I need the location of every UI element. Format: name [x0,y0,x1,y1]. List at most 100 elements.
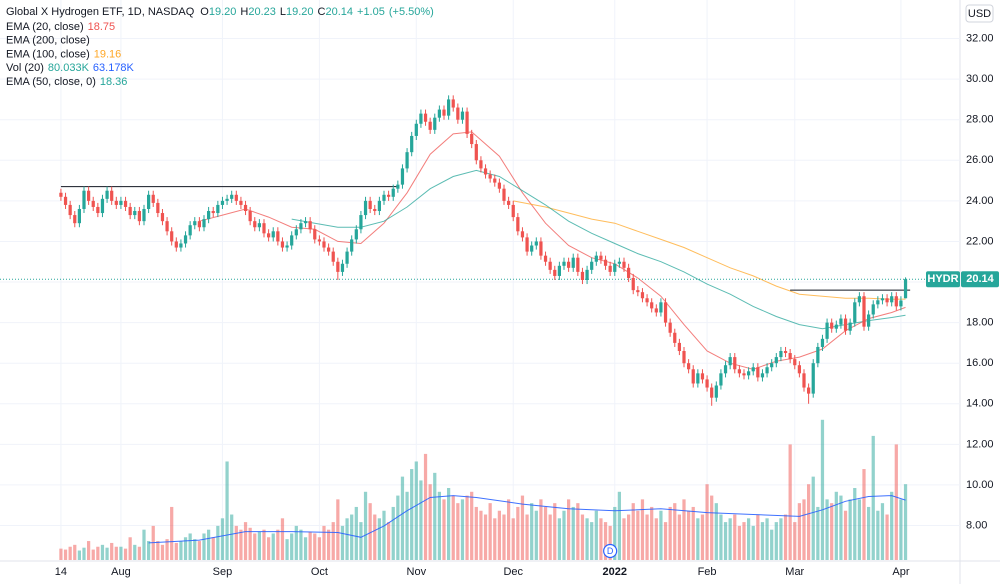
volume-bar [211,537,215,560]
candle-body [580,271,585,280]
candle-body [290,235,294,246]
volume-bar [193,539,197,560]
candle-body [377,200,381,212]
volume-bar [257,531,261,560]
candle-body [571,257,575,268]
legend-entry: EMA (200, close) [6,35,90,47]
candle-body [885,298,889,303]
candle-body [779,351,783,358]
grid [0,0,960,560]
volume-bar [119,546,123,560]
currency-box[interactable] [965,4,994,23]
candle-body [119,200,123,205]
candle-body [497,182,501,189]
volume-bar [747,518,751,560]
candle-body [608,265,612,272]
candle-body [650,302,654,309]
candle-body [825,322,829,339]
volume-bar [433,472,437,560]
candle-body [553,269,557,276]
volume-bar [728,518,732,560]
volume-bar [700,514,705,560]
volume-bar [654,518,658,560]
volume-bar [783,514,788,560]
candle-body [830,322,834,329]
candle-body [419,113,423,124]
volume-bar [751,525,755,560]
candle-body [530,245,534,252]
candle-body [756,367,760,378]
volume-bar [183,537,188,560]
volume-bar [557,518,561,560]
candle-body [742,373,746,376]
candle-body [313,229,317,240]
volume-bar [414,461,418,560]
candle-body [654,308,658,313]
y-tick-label: 24.00 [966,195,994,207]
volume-bar [410,469,414,560]
volume-bar [354,506,358,560]
candle-body [728,357,732,366]
labels: 8.0010.0012.0014.0016.0018.0020.0022.002… [6,6,999,578]
candle-body [317,239,321,242]
candle-body [871,304,875,315]
candle-body [627,267,631,278]
volume-bar [63,549,68,560]
symbol-tag [926,271,960,288]
volume-bar [497,510,501,560]
x-tick-label: 14 [55,566,67,578]
candle-body [391,188,395,197]
candle-body [234,194,238,201]
legend-value: 19.16 [94,48,122,60]
volume-bar [797,503,801,560]
volume-bar [271,533,275,560]
volume-bar [133,544,137,560]
candle-body [387,194,391,197]
candle-body [262,223,266,234]
candle-body [613,263,617,272]
legend-entry: EMA (20, close) 18.75 [6,21,115,33]
candle-body [410,135,414,153]
volume-bar [368,503,372,560]
candle-body [687,363,691,370]
candle-body [331,251,335,262]
candle-body [802,373,806,388]
volume-bar [174,542,178,560]
volume-bar [460,499,465,560]
candle-body [659,302,663,313]
symbol-tag-text: HYDR [927,273,958,285]
candles [59,95,908,406]
candle-body [807,387,811,394]
legend-entry: EMA (50, close, 0) 18.36 [6,76,127,88]
volume-bar [534,510,538,560]
volume-bar [73,544,77,560]
candle-body [899,300,903,307]
candle-body [520,231,525,238]
volume-bar [876,510,880,560]
candle-body [465,111,469,134]
candle-body [100,198,105,214]
volume-bar [345,518,349,560]
candle-body [548,261,552,270]
candle-body [359,215,363,230]
candle-body [516,217,520,232]
candle-body [276,231,280,242]
volume-bar [857,499,861,560]
volume-bar [77,550,81,560]
volume-bar [160,544,165,560]
y-tick-label: 30.00 [966,73,994,85]
volume-bar [862,469,866,560]
candle-body [211,211,215,214]
volume-bar [114,546,118,560]
candle-body [368,200,372,209]
candle-body [77,208,81,224]
candle-body [645,298,649,303]
volume-bar [267,537,271,560]
candle-body [114,200,118,205]
candle-body [857,296,861,303]
candle-body [193,221,197,226]
volume-bar [290,533,294,560]
candle-body [783,351,788,354]
candle-body [147,194,151,209]
